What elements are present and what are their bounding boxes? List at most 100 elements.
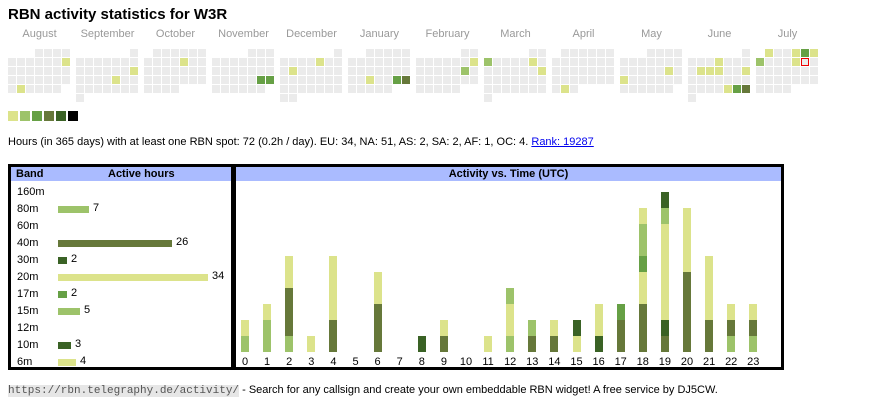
day-cell[interactable] [629,76,637,84]
day-cell[interactable] [316,76,324,84]
day-cell[interactable] [783,67,791,75]
day-cell[interactable] [8,67,16,75]
day-cell[interactable] [221,67,229,75]
day-cell[interactable] [597,67,605,75]
day-cell[interactable] [538,58,546,66]
day-cell[interactable] [561,85,569,93]
day-cell[interactable] [461,67,469,75]
day-cell[interactable] [765,58,773,66]
day-cell[interactable] [706,58,714,66]
day-cell[interactable] [325,76,333,84]
day-cell[interactable] [35,49,43,57]
day-cell[interactable] [121,58,129,66]
day-cell[interactable] [8,58,16,66]
day-cell[interactable] [538,76,546,84]
day-cell[interactable] [484,85,492,93]
day-cell[interactable] [756,85,764,93]
day-cell[interactable] [665,49,673,57]
day-cell[interactable] [221,76,229,84]
day-cell[interactable] [239,67,247,75]
day-cell[interactable] [198,58,206,66]
day-cell[interactable] [724,85,732,93]
day-cell[interactable] [53,76,61,84]
day-cell[interactable] [112,85,120,93]
day-cell[interactable] [76,67,84,75]
day-cell[interactable] [484,58,492,66]
day-cell[interactable] [638,67,646,75]
day-cell[interactable] [597,58,605,66]
day-cell[interactable] [697,85,705,93]
day-cell[interactable] [774,58,782,66]
day-cell[interactable] [688,76,696,84]
day-cell[interactable] [484,76,492,84]
day-cell[interactable] [366,67,374,75]
day-cell[interactable] [94,58,102,66]
day-cell[interactable] [638,76,646,84]
day-cell[interactable] [130,76,138,84]
day-cell[interactable] [629,67,637,75]
day-cell[interactable] [198,76,206,84]
day-cell[interactable] [62,49,70,57]
day-cell[interactable] [375,76,383,84]
day-cell[interactable] [212,85,220,93]
day-cell[interactable] [765,67,773,75]
day-cell[interactable] [8,85,16,93]
day-cell[interactable] [484,94,492,102]
day-cell[interactable] [697,58,705,66]
day-cell[interactable] [520,76,528,84]
day-cell[interactable] [35,58,43,66]
day-cell[interactable] [44,85,52,93]
day-cell[interactable] [715,85,723,93]
day-cell[interactable] [606,76,614,84]
day-cell[interactable] [774,85,782,93]
day-cell[interactable] [298,58,306,66]
day-cell[interactable] [17,58,25,66]
day-cell[interactable] [171,49,179,57]
day-cell[interactable] [606,67,614,75]
day-cell[interactable] [334,49,342,57]
day-cell[interactable] [493,67,501,75]
day-cell[interactable] [579,67,587,75]
day-cell[interactable] [280,76,288,84]
day-cell[interactable] [502,67,510,75]
day-cell[interactable] [384,67,392,75]
day-cell[interactable] [792,76,800,84]
day-cell[interactable] [325,58,333,66]
day-cell[interactable] [53,58,61,66]
day-cell[interactable] [629,58,637,66]
day-cell[interactable] [366,76,374,84]
day-cell[interactable] [248,67,256,75]
day-cell[interactable] [8,76,16,84]
day-cell[interactable] [511,67,519,75]
day-cell[interactable] [153,67,161,75]
day-cell[interactable] [121,85,129,93]
day-cell[interactable] [724,76,732,84]
day-cell[interactable] [153,49,161,57]
day-cell[interactable] [765,85,773,93]
day-cell[interactable] [171,76,179,84]
day-cell[interactable] [756,58,764,66]
day-cell[interactable] [171,58,179,66]
day-cell[interactable] [579,58,587,66]
day-cell[interactable] [85,67,93,75]
day-cell[interactable] [629,85,637,93]
day-cell[interactable] [647,85,655,93]
day-cell[interactable] [402,67,410,75]
day-cell[interactable] [511,76,519,84]
day-cell[interactable] [647,49,655,57]
day-cell[interactable] [647,67,655,75]
day-cell[interactable] [130,85,138,93]
day-cell[interactable] [715,76,723,84]
day-cell[interactable] [334,85,342,93]
day-cell[interactable] [561,58,569,66]
day-cell[interactable] [366,85,374,93]
day-cell[interactable] [375,67,383,75]
day-cell[interactable] [570,49,578,57]
day-cell[interactable] [783,85,791,93]
day-cell[interactable] [443,58,451,66]
day-cell[interactable] [26,76,34,84]
day-cell[interactable] [266,49,274,57]
day-cell[interactable] [171,85,179,93]
day-cell[interactable] [461,76,469,84]
day-cell[interactable] [384,49,392,57]
